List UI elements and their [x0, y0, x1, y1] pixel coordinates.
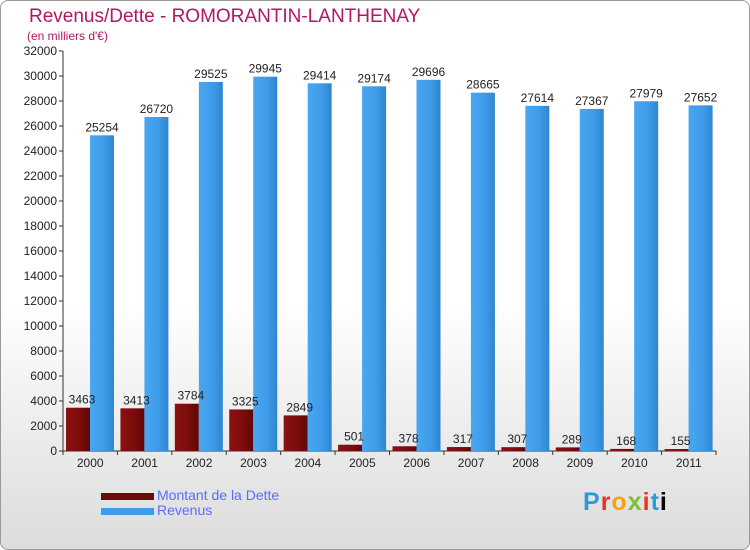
x-tick-label: 2007 [458, 456, 485, 470]
x-tick-label: 2001 [131, 456, 158, 470]
dette-value-label: 155 [671, 434, 691, 448]
revenus-bar [307, 83, 332, 451]
y-tick-label: 10000 [24, 319, 58, 333]
y-tick-label: 20000 [24, 194, 58, 208]
revenus-bar [144, 117, 169, 451]
dette-value-label: 168 [616, 434, 636, 448]
revenus-value-label: 27979 [629, 86, 663, 100]
dette-bar [501, 447, 526, 451]
revenus-value-label: 28665 [466, 78, 500, 92]
dette-bar [120, 408, 145, 451]
dette-bar [283, 415, 308, 451]
x-tick-label: 2004 [295, 456, 322, 470]
y-tick-label: 16000 [24, 244, 58, 258]
legend-label-revenus: Revenus [157, 502, 213, 518]
dette-bar [338, 444, 363, 451]
revenus-value-label: 27614 [521, 91, 555, 105]
x-tick-label: 2005 [349, 456, 376, 470]
y-tick-label: 0 [50, 444, 57, 458]
y-tick-label: 14000 [24, 269, 58, 283]
y-tick-label: 32000 [24, 44, 58, 58]
revenus-bar [362, 86, 387, 451]
dette-bar [555, 447, 580, 451]
revenus-value-label: 29174 [357, 71, 391, 85]
revenus-bar [525, 105, 550, 451]
dette-value-label: 3463 [69, 393, 96, 407]
revenus-value-label: 27367 [575, 94, 609, 108]
y-tick-label: 22000 [24, 169, 58, 183]
y-tick-label: 12000 [24, 294, 58, 308]
dette-bar [229, 409, 254, 451]
revenus-value-label: 29945 [249, 62, 283, 76]
proxiti-logo: Proxiti [583, 488, 668, 516]
y-tick-label: 30000 [24, 69, 58, 83]
dette-value-label: 378 [398, 431, 418, 445]
y-tick-label: 28000 [24, 94, 58, 108]
revenus-bar [198, 81, 223, 451]
dette-value-label: 289 [562, 432, 582, 446]
y-tick-label: 4000 [30, 394, 57, 408]
revenus-value-label: 27652 [684, 90, 718, 104]
dette-value-label: 501 [344, 430, 364, 444]
y-tick-label: 2000 [30, 419, 57, 433]
revenus-bar [253, 76, 278, 451]
chart-title: Revenus/Dette - ROMORANTIN-LANTHENAY [29, 6, 421, 27]
legend-swatch-dette [101, 493, 154, 500]
revenus-bar [688, 105, 713, 451]
dette-value-label: 2849 [286, 400, 313, 414]
dette-value-label: 317 [453, 432, 473, 446]
revenus-value-label: 29414 [303, 68, 337, 82]
revenus-bar [416, 79, 441, 452]
dette-value-label: 307 [507, 432, 527, 446]
revenus-value-label: 25254 [85, 120, 119, 134]
x-tick-label: 2002 [186, 456, 213, 470]
revenus-value-label: 26720 [140, 102, 174, 116]
revenus-bar [634, 101, 659, 451]
revenus-bar [90, 135, 114, 451]
x-tick-label: 2011 [676, 456, 702, 470]
revenus-bar [579, 108, 604, 451]
x-tick-label: 2000 [77, 456, 104, 470]
revenus-bar [470, 92, 495, 451]
dette-bar [392, 446, 417, 451]
x-tick-label: 2006 [403, 456, 430, 470]
y-tick-label: 24000 [24, 144, 58, 158]
x-tick-label: 2003 [240, 456, 267, 470]
x-tick-label: 2009 [567, 456, 594, 470]
dette-bar [446, 447, 471, 451]
legend-label-dette: Montant de la Dette [157, 487, 280, 503]
dette-value-label: 3784 [177, 389, 204, 403]
dette-bar [610, 448, 635, 451]
dette-value-label: 3325 [232, 394, 259, 408]
y-tick-label: 6000 [30, 369, 57, 383]
dette-bar [174, 403, 199, 451]
y-tick-label: 18000 [24, 219, 58, 233]
y-tick-label: 26000 [24, 119, 58, 133]
y-tick-label: 8000 [30, 344, 57, 358]
dette-value-label: 3413 [123, 393, 150, 407]
revenus-value-label: 29525 [194, 67, 228, 81]
x-tick-label: 2008 [512, 456, 539, 470]
x-tick-label: 2010 [621, 456, 648, 470]
dette-bar [664, 449, 689, 451]
chart-subtitle: (en milliers d'€) [27, 29, 108, 43]
dette-bar [66, 407, 90, 451]
revenus-value-label: 29696 [412, 65, 446, 79]
legend-swatch-revenus [101, 508, 154, 515]
